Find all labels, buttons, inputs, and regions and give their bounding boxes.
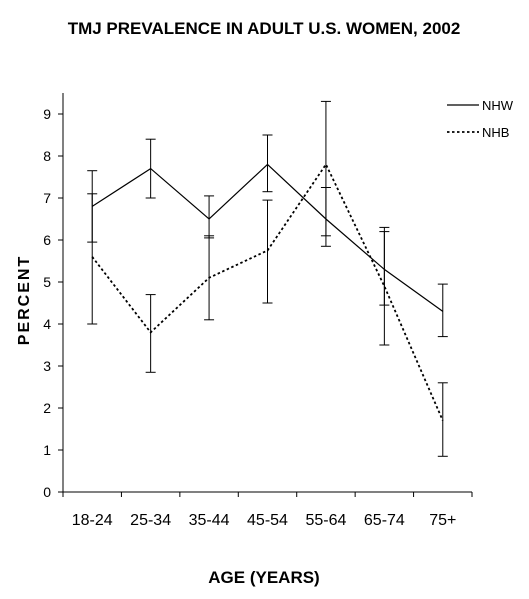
x-axis-label: AGE (YEARS): [208, 568, 319, 587]
series-nhw: [87, 134, 448, 338]
y-tick-label: 2: [43, 400, 51, 416]
y-tick-label: 4: [43, 316, 51, 332]
y-tick-label: 3: [43, 358, 51, 374]
x-tick-label: 55-64: [305, 512, 346, 529]
axes: 0 1 2 3 4 5 6 7 8 9 18-24 25-34 35-44 45-54 55-64 65-74…: [43, 93, 473, 529]
y-tick-label: 6: [43, 232, 51, 248]
chart-title: TMJ PREVALENCE IN ADULT U.S. WOMEN, 2002: [68, 19, 461, 38]
x-tick-label: 25-34: [130, 512, 171, 529]
legend: NHW NHB: [447, 98, 514, 140]
y-tick-label: 9: [43, 106, 51, 122]
y-tick-label: 8: [43, 148, 51, 164]
x-tick-label: 75+: [429, 512, 456, 529]
y-tick-label: 1: [43, 442, 51, 458]
y-axis-label: PERCENT: [16, 255, 33, 345]
y-tick-label: 0: [43, 484, 51, 500]
x-tick-label: 18-24: [72, 512, 113, 529]
legend-label-nhw: NHW: [482, 98, 514, 113]
series-nhb: [87, 100, 448, 457]
x-tick-label: 65-74: [364, 512, 405, 529]
legend-label-nhb: NHB: [482, 125, 509, 140]
y-tick-label: 7: [43, 190, 51, 206]
x-tick-label: 35-44: [189, 512, 230, 529]
x-tick-label: 45-54: [247, 512, 288, 529]
series-layer: [87, 100, 448, 457]
y-tick-label: 5: [43, 274, 51, 290]
